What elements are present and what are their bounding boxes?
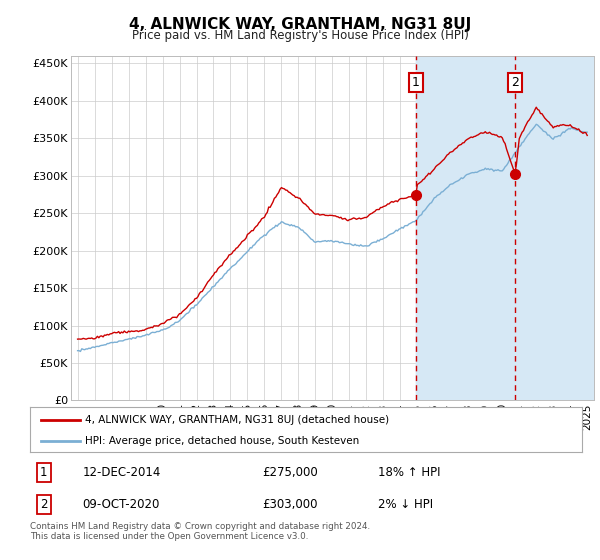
Text: 2% ↓ HPI: 2% ↓ HPI [378, 498, 433, 511]
Text: 1: 1 [40, 466, 47, 479]
Bar [416, 56, 596, 400]
Text: 2: 2 [40, 498, 47, 511]
Text: 12-DEC-2014: 12-DEC-2014 [82, 466, 161, 479]
Text: 4, ALNWICK WAY, GRANTHAM, NG31 8UJ (detached house): 4, ALNWICK WAY, GRANTHAM, NG31 8UJ (deta… [85, 416, 389, 426]
Text: 2: 2 [511, 76, 519, 88]
Text: 18% ↑ HPI: 18% ↑ HPI [378, 466, 440, 479]
Text: £275,000: £275,000 [262, 466, 317, 479]
Text: Price paid vs. HM Land Registry's House Price Index (HPI): Price paid vs. HM Land Registry's House … [131, 29, 469, 42]
Text: Contains HM Land Registry data © Crown copyright and database right 2024.
This d: Contains HM Land Registry data © Crown c… [30, 522, 370, 542]
Bar [416, 56, 515, 400]
Text: £303,000: £303,000 [262, 498, 317, 511]
Text: 4, ALNWICK WAY, GRANTHAM, NG31 8UJ: 4, ALNWICK WAY, GRANTHAM, NG31 8UJ [129, 17, 471, 32]
Text: HPI: Average price, detached house, South Kesteven: HPI: Average price, detached house, Sout… [85, 436, 359, 446]
Text: 09-OCT-2020: 09-OCT-2020 [82, 498, 160, 511]
Text: 1: 1 [412, 76, 420, 88]
